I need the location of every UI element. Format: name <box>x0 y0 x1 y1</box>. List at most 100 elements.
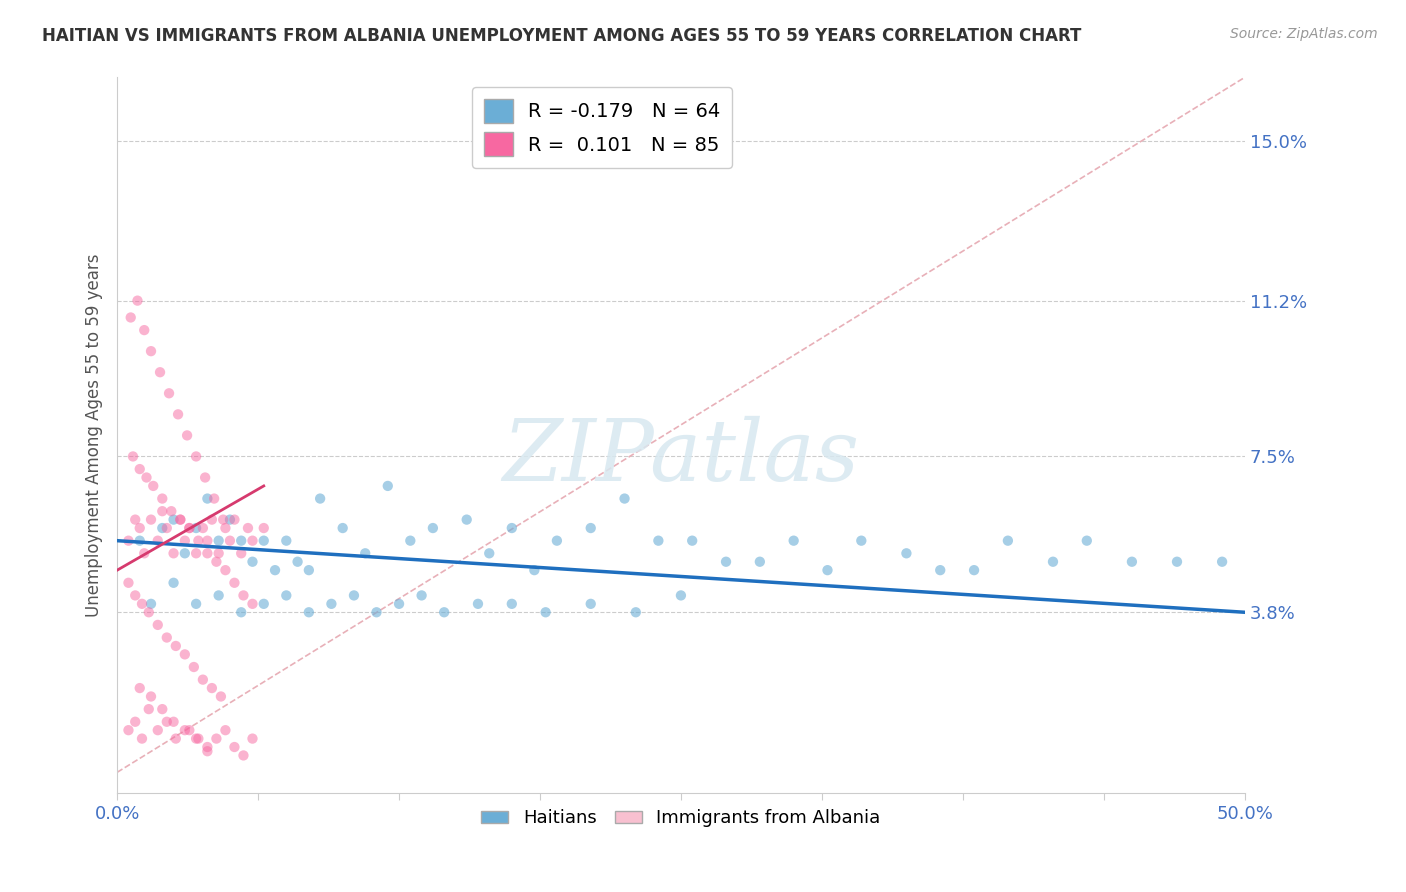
Point <box>167 408 190 422</box>
Point <box>411 589 433 603</box>
Point <box>179 521 201 535</box>
Point <box>456 513 478 527</box>
Point <box>162 513 184 527</box>
Point <box>146 533 169 548</box>
Point <box>201 681 224 695</box>
Point <box>124 513 146 527</box>
Point <box>298 563 321 577</box>
Point <box>309 491 332 506</box>
Point <box>162 575 184 590</box>
Point <box>354 546 377 560</box>
Point <box>224 513 246 527</box>
Point <box>232 589 254 603</box>
Point <box>963 563 986 577</box>
Point <box>242 731 264 746</box>
Point <box>134 323 156 337</box>
Point <box>647 533 669 548</box>
Point <box>231 533 253 548</box>
Text: HAITIAN VS IMMIGRANTS FROM ALBANIA UNEMPLOYMENT AMONG AGES 55 TO 59 YEARS CORREL: HAITIAN VS IMMIGRANTS FROM ALBANIA UNEMP… <box>42 27 1081 45</box>
Point <box>231 546 253 560</box>
Point <box>253 597 276 611</box>
Point <box>202 491 225 506</box>
Point <box>179 723 201 738</box>
Point <box>242 555 264 569</box>
Point <box>201 513 224 527</box>
Point <box>478 546 501 560</box>
Point <box>214 563 236 577</box>
Point <box>1121 555 1143 569</box>
Point <box>184 450 207 464</box>
Point <box>150 504 173 518</box>
Point <box>214 723 236 738</box>
Point <box>613 491 636 506</box>
Point <box>231 605 253 619</box>
Point <box>184 597 207 611</box>
Point <box>139 344 162 359</box>
Point <box>205 731 228 746</box>
Point <box>997 533 1019 548</box>
Point <box>169 513 191 527</box>
Point <box>139 513 162 527</box>
Point <box>546 533 568 548</box>
Point <box>117 575 139 590</box>
Point <box>1166 555 1188 569</box>
Point <box>501 521 523 535</box>
Point <box>208 546 231 560</box>
Point <box>191 521 214 535</box>
Point <box>534 605 557 619</box>
Legend: Haitians, Immigrants from Albania: Haitians, Immigrants from Albania <box>474 802 887 834</box>
Point <box>197 546 219 560</box>
Point <box>122 450 145 464</box>
Point <box>209 690 232 704</box>
Point <box>162 714 184 729</box>
Point <box>173 533 195 548</box>
Point <box>139 597 162 611</box>
Point <box>399 533 422 548</box>
Point <box>124 714 146 729</box>
Point <box>276 533 298 548</box>
Point <box>149 365 172 379</box>
Point <box>377 479 399 493</box>
Point <box>224 575 246 590</box>
Point <box>131 731 153 746</box>
Point <box>253 521 276 535</box>
Point <box>173 723 195 738</box>
Point <box>124 589 146 603</box>
Point <box>194 470 217 484</box>
Point <box>150 702 173 716</box>
Point <box>138 605 160 619</box>
Point <box>183 660 205 674</box>
Point <box>197 533 219 548</box>
Point <box>343 589 366 603</box>
Point <box>156 631 179 645</box>
Point <box>366 605 388 619</box>
Point <box>264 563 287 577</box>
Point <box>287 555 309 569</box>
Point <box>851 533 873 548</box>
Point <box>236 521 259 535</box>
Point <box>208 589 231 603</box>
Point <box>157 386 180 401</box>
Y-axis label: Unemployment Among Ages 55 to 59 years: Unemployment Among Ages 55 to 59 years <box>86 253 103 617</box>
Point <box>165 731 187 746</box>
Point <box>748 555 770 569</box>
Point <box>117 533 139 548</box>
Point <box>208 533 231 548</box>
Point <box>242 597 264 611</box>
Point <box>179 521 201 535</box>
Point <box>242 533 264 548</box>
Point <box>127 293 149 308</box>
Point <box>128 533 150 548</box>
Point <box>232 748 254 763</box>
Point <box>205 555 228 569</box>
Point <box>187 731 209 746</box>
Point <box>501 597 523 611</box>
Point <box>219 513 242 527</box>
Point <box>138 702 160 716</box>
Text: Source: ZipAtlas.com: Source: ZipAtlas.com <box>1230 27 1378 41</box>
Point <box>817 563 839 577</box>
Point <box>128 521 150 535</box>
Point <box>162 546 184 560</box>
Point <box>146 618 169 632</box>
Point <box>142 479 165 493</box>
